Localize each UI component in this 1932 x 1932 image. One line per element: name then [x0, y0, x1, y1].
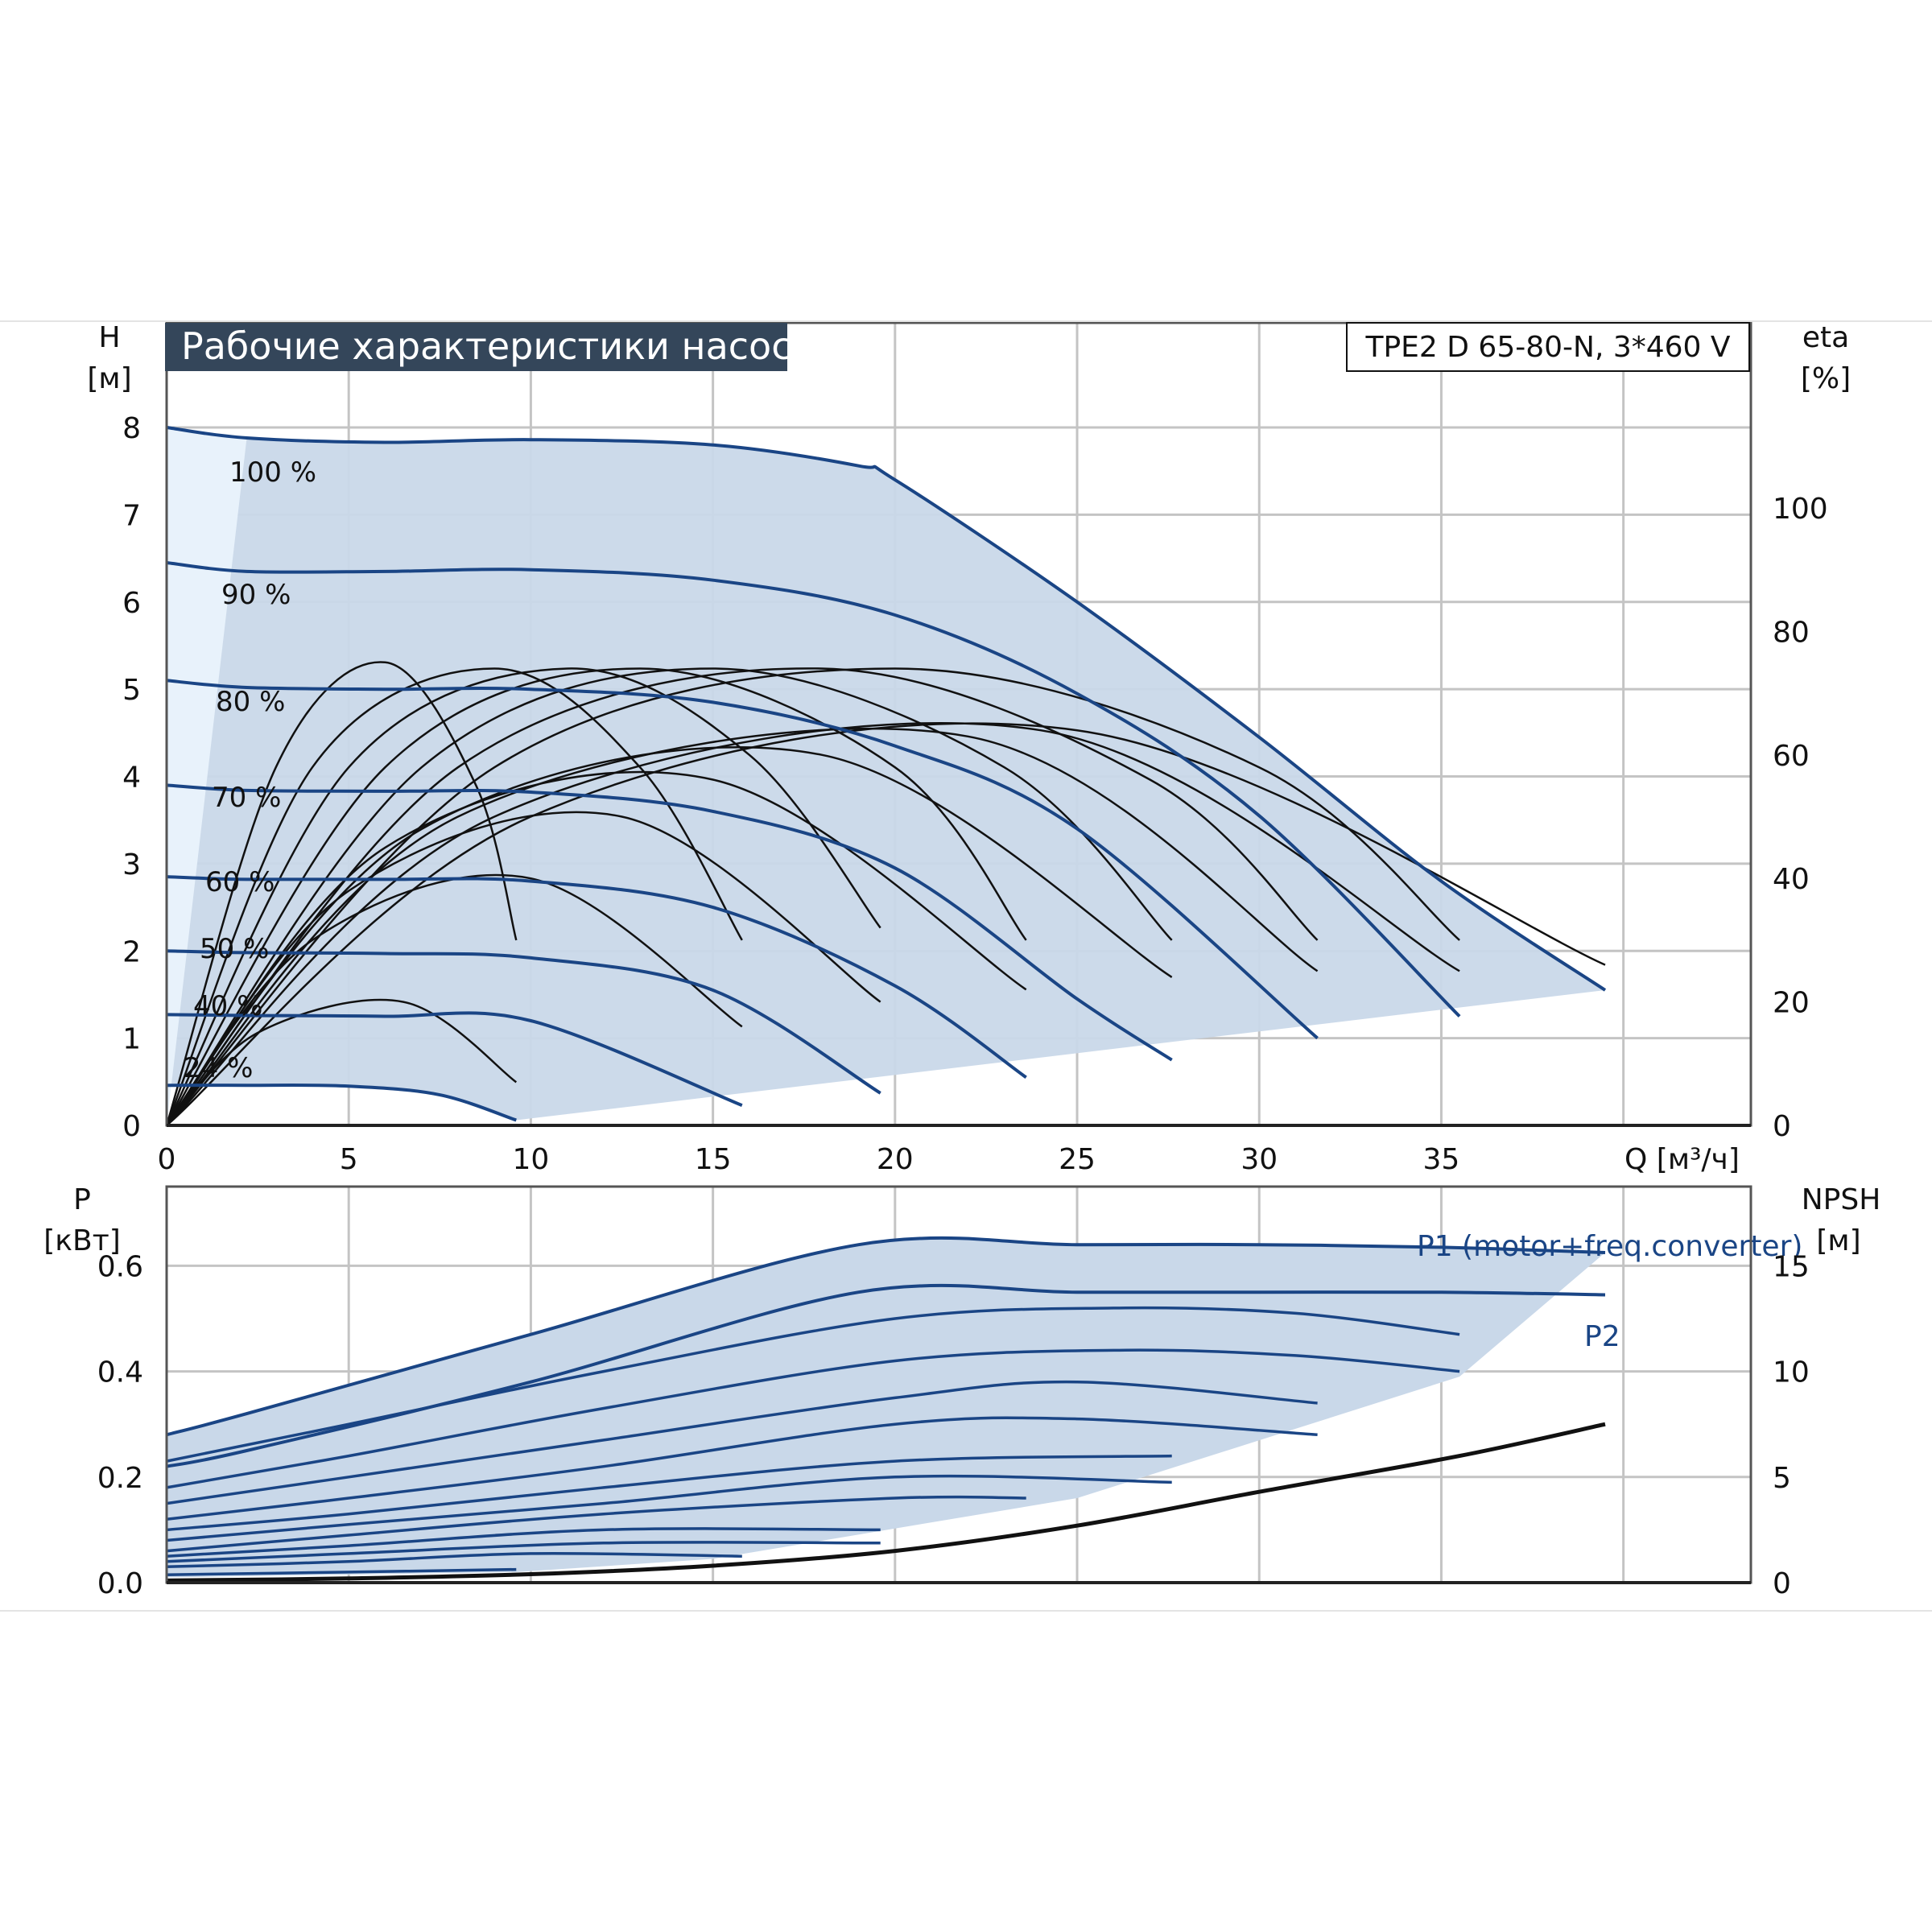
- efficiency-curve: [165, 667, 881, 1126]
- p-tick-label: 0.2: [97, 1462, 143, 1495]
- head-curve-label: 40 %: [193, 990, 262, 1022]
- p-tick-label: 0.4: [97, 1356, 143, 1389]
- x-tick-label: 25: [1059, 1143, 1096, 1176]
- p-axis-unit: [кВт]: [43, 1224, 121, 1257]
- y-tick-label: 4: [122, 762, 141, 795]
- chart-title: Рабочие характеристики насоса: [181, 324, 815, 368]
- power-curve: [166, 1474, 1172, 1542]
- head-curve-label: 24 %: [184, 1052, 253, 1084]
- efficiency-curve: [166, 667, 1460, 1126]
- npsh-axis-label: NPSH: [1802, 1183, 1881, 1216]
- head-curve: [166, 1011, 743, 1107]
- power-curve: [166, 1236, 1606, 1437]
- x-tick-label: 30: [1241, 1143, 1278, 1176]
- head-curve: [166, 875, 1027, 1080]
- power-curve: [166, 1454, 1172, 1532]
- y-axis-unit: [м]: [87, 362, 131, 395]
- y2-tick-label: 60: [1773, 740, 1810, 773]
- x-axis-label: Q [м³/ч]: [1624, 1143, 1740, 1176]
- npsh-tick-label: 15: [1773, 1250, 1810, 1283]
- model-box: [1346, 322, 1750, 372]
- power-curve: [166, 1380, 1318, 1505]
- npsh-axis-unit: [м]: [1816, 1224, 1860, 1257]
- power-panel: P1 (motor+freq.converter) P2 0.0 0.2 0.4 0.6 0…: [0, 1183, 1932, 1612]
- y2-tick-label: 100: [1773, 493, 1828, 526]
- y2-tick-label: 40: [1773, 863, 1810, 896]
- x-tick-label: 5: [340, 1143, 358, 1176]
- x-tick-label: 20: [877, 1143, 914, 1176]
- y-axis-label: H: [98, 321, 120, 354]
- x-tick-label: 10: [513, 1143, 550, 1176]
- npsh-tick-label: 5: [1773, 1462, 1791, 1495]
- p2-series-label: P2: [1584, 1320, 1620, 1353]
- model-label: TPE2 D 65-80-N, 3*460 V: [1364, 331, 1730, 364]
- y-tick-label: 5: [122, 674, 141, 707]
- y2-axis-label: eta: [1802, 321, 1849, 354]
- head-curve: [166, 1083, 517, 1122]
- efficiency-curve: [166, 727, 1319, 1126]
- head-curve: [166, 783, 1173, 1062]
- y2-tick-label: 0: [1773, 1110, 1791, 1143]
- npsh-tick-label: 10: [1773, 1356, 1810, 1389]
- efficiency-curve: [166, 667, 1319, 1126]
- y2-tick-label: 20: [1773, 987, 1810, 1020]
- npsh-curve: [166, 1422, 1606, 1583]
- y-tick-label: 8: [122, 412, 141, 445]
- head-curve: [166, 426, 1607, 992]
- x-tick-label: 35: [1423, 1143, 1460, 1176]
- head-curve-label: 100 %: [229, 456, 316, 489]
- efficiency-curve: [166, 721, 1460, 1126]
- y-tick-label: 6: [122, 587, 141, 620]
- power-curve: [166, 1551, 742, 1569]
- power-range-fill: [167, 1237, 1605, 1578]
- power-curve: [166, 1495, 1026, 1553]
- efficiency-curve: [166, 998, 518, 1126]
- power-curve: [166, 1416, 1318, 1521]
- y-tick-label: 7: [122, 499, 141, 532]
- efficiency-curve: [166, 745, 1173, 1126]
- power-curve: [166, 1527, 881, 1558]
- p-tick-label: 0.0: [97, 1567, 143, 1600]
- head-curve-label: 80 %: [216, 686, 285, 718]
- head-curve: [166, 949, 881, 1095]
- operating-range-fill: [167, 427, 1605, 1121]
- efficiency-curve: [165, 667, 1173, 1126]
- head-curve: [166, 679, 1319, 1040]
- x-tick-label: 0: [158, 1143, 176, 1176]
- power-curve: [166, 1283, 1606, 1468]
- head-curve-label: 90 %: [221, 579, 291, 611]
- y-tick-label: 0: [122, 1110, 141, 1143]
- head-curve-label: 50 %: [200, 933, 269, 965]
- y-tick-label: 3: [122, 848, 141, 881]
- y2-tick-label: 80: [1773, 616, 1810, 649]
- head-curve-label: 70 %: [212, 782, 281, 814]
- p-axis-label: P: [73, 1183, 91, 1216]
- power-curve: [166, 1348, 1460, 1489]
- y-tick-label: 1: [122, 1023, 141, 1056]
- efficiency-curve: [165, 661, 518, 1126]
- head-curve: [166, 561, 1461, 1018]
- x-tick-label: 15: [695, 1143, 732, 1176]
- efficiency-curve: [165, 667, 743, 1126]
- p-tick-label: 0.6: [97, 1250, 143, 1283]
- head-curve-label: 60 %: [205, 866, 275, 898]
- p1-series-label: P1 (motor+freq.converter): [1417, 1230, 1802, 1263]
- power-curve: [166, 1567, 517, 1576]
- y2-axis-unit: [%]: [1801, 362, 1851, 395]
- chart-overlay: Рабочие характеристики насоса TPE2 D 65-…: [165, 322, 1750, 372]
- head-panel: 100 % 90 % 80 % 70 % 60 % 50 % 40 % 24 % 0 1 2 3 4 5 6…: [0, 320, 1932, 1176]
- y-tick-label: 2: [122, 935, 141, 968]
- power-curve: [166, 1306, 1460, 1463]
- npsh-tick-label: 0: [1773, 1567, 1791, 1600]
- power-curve: [166, 1541, 881, 1563]
- efficiency-curve: [166, 722, 1606, 1126]
- title-banner: [165, 323, 787, 371]
